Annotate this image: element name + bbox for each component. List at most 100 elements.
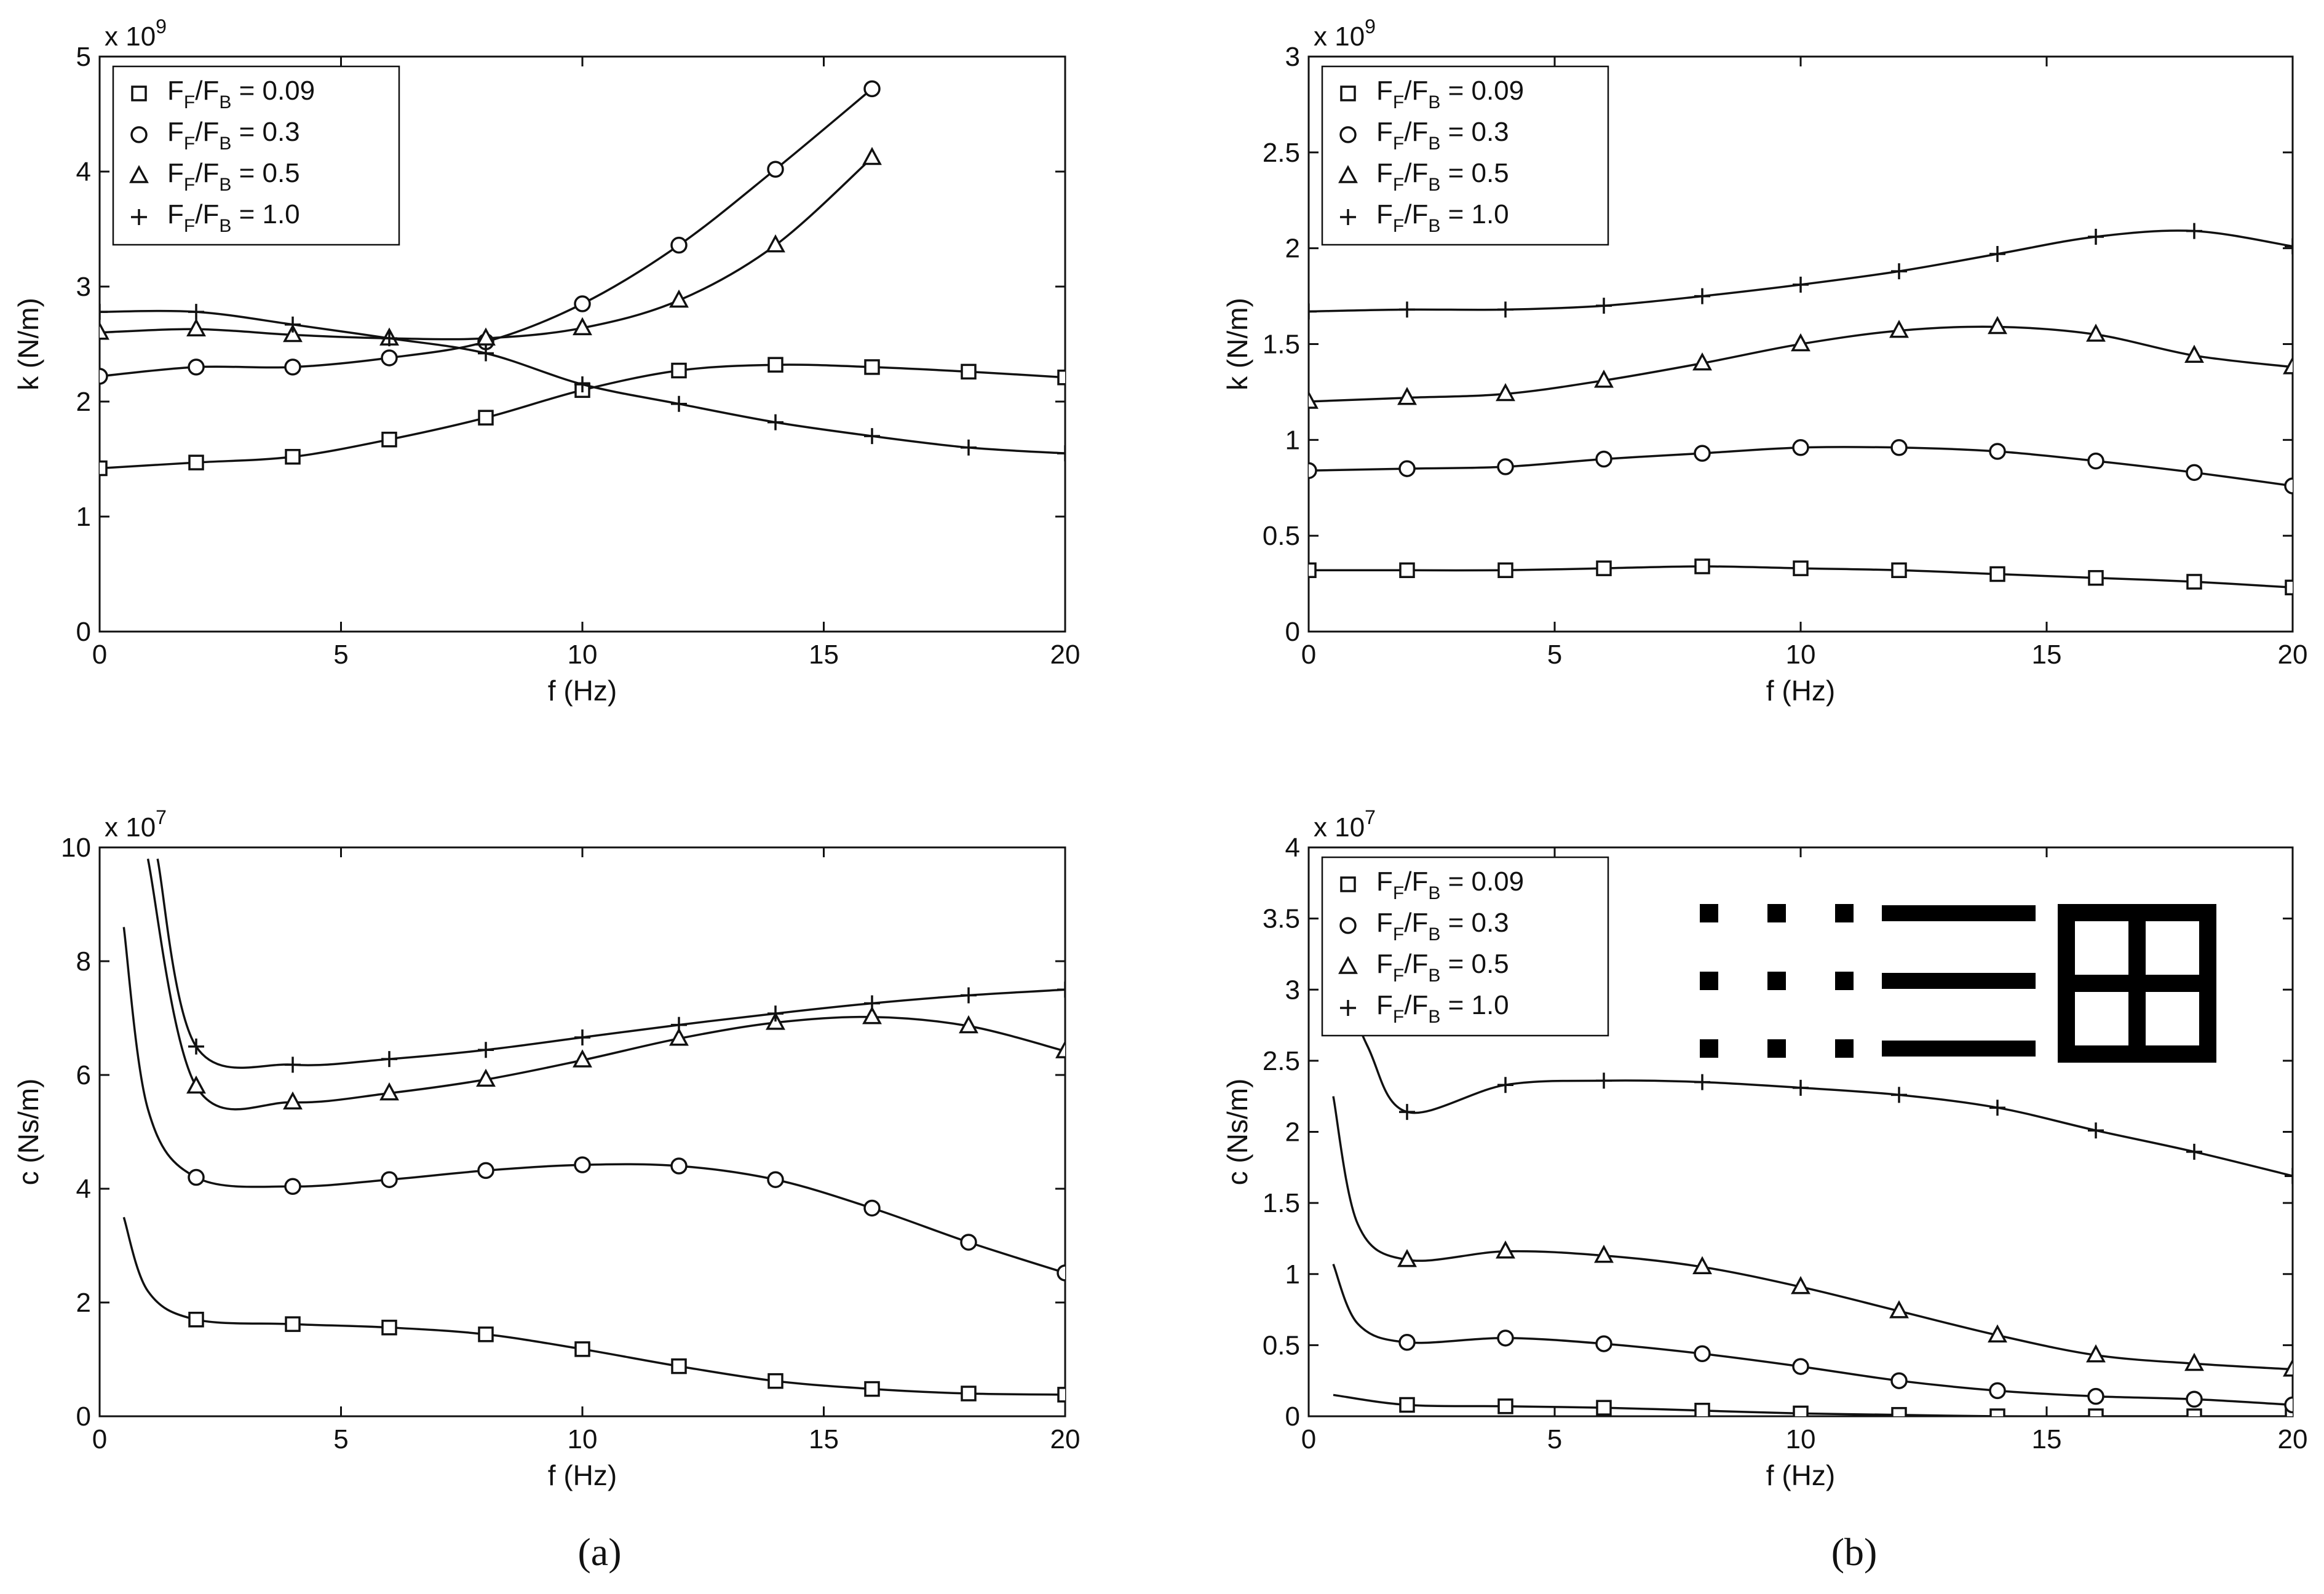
y-tick-label: 1.5: [1263, 1188, 1300, 1218]
y-tick-label: 0: [1285, 617, 1300, 647]
data-point-plus: [2285, 1168, 2293, 1184]
data-point-square: [1399, 562, 1415, 579]
data-point-circle: [1890, 1372, 1908, 1389]
data-point-circle: [2186, 1390, 2203, 1408]
data-point-triangle: [476, 327, 496, 346]
data-point-square: [1793, 560, 1809, 576]
data-point-plus: [478, 1042, 494, 1058]
data-point-triangle: [1309, 391, 1319, 409]
axis-exponent-label: x 109: [105, 15, 167, 52]
data-point-triangle: [669, 289, 689, 308]
data-point-triangle: [186, 318, 206, 336]
data-point-plus: [2186, 223, 2202, 239]
y-tick-label: 1.5: [1263, 330, 1300, 360]
data-point-square: [671, 362, 687, 379]
y-tick-label: 3: [76, 272, 91, 302]
y-tick-label: 2: [1285, 234, 1300, 264]
series-line-2: [1332, 1096, 2293, 1371]
data-point-circle: [1792, 1358, 1809, 1375]
data-point-square: [1057, 1387, 1065, 1403]
x-tick-label: 10: [1786, 1424, 1816, 1454]
y-axis-label: c (Ns/m): [12, 1079, 44, 1186]
data-point-square: [1891, 1406, 1907, 1416]
y-tick-label: 0: [1285, 1402, 1300, 1432]
series-line-3: [1332, 961, 2293, 1177]
data-point-plus: [1057, 981, 1065, 998]
x-tick-label: 20: [1050, 640, 1081, 670]
legend-marker-square: [131, 85, 147, 101]
y-tick-label: 0.5: [1263, 1330, 1300, 1360]
data-point-plus: [1694, 1074, 1710, 1090]
legend-label: FF/FB = 0.5: [1376, 949, 1509, 986]
data-point-circle: [2087, 452, 2104, 470]
data-point-circle: [2087, 1387, 2104, 1405]
data-point-circle: [767, 1171, 784, 1188]
data-point-circle: [1398, 460, 1416, 477]
data-point-square: [2088, 569, 2104, 586]
data-point-plus: [1497, 1077, 1513, 1093]
series-layer: [122, 858, 1065, 1403]
data-point-plus: [1891, 263, 1907, 280]
x-axis-label: f (Hz): [548, 1459, 617, 1491]
data-point-plus: [767, 1005, 783, 1022]
panel-label-a: (a): [577, 1530, 621, 1574]
data-point-plus: [188, 1038, 204, 1055]
data-point-plus: [574, 376, 590, 392]
data-point-triangle: [1791, 333, 1810, 352]
data-point-square: [1497, 562, 1513, 579]
data-point-circle: [284, 1178, 301, 1196]
data-point-triangle: [2086, 323, 2106, 342]
data-point-circle: [2284, 1396, 2293, 1414]
y-tick-label: 2: [1285, 1117, 1300, 1148]
x-tick-label: 5: [333, 1424, 348, 1454]
y-tick-label: 2: [76, 1288, 91, 1318]
y-tick-label: 8: [76, 946, 91, 977]
y-tick-label: 1: [76, 502, 91, 532]
data-point-square: [100, 460, 108, 477]
data-point-square: [2088, 1408, 2104, 1416]
data-point-triangle: [1496, 1240, 1515, 1259]
data-point-plus: [2186, 1143, 2202, 1160]
x-tick-label: 5: [333, 640, 348, 670]
data-point-plus: [864, 428, 880, 445]
data-point-triangle: [1889, 1300, 1909, 1318]
data-point-plus: [767, 414, 783, 430]
legend-label: FF/FB = 0.3: [1376, 117, 1509, 154]
y-tick-label: 5: [76, 42, 91, 72]
data-point-circle: [188, 359, 205, 376]
data-point-square: [1399, 1397, 1415, 1413]
legend-marker-triangle: [129, 165, 149, 183]
y-tick-label: 4: [1285, 833, 1300, 863]
data-point-circle: [2284, 477, 2293, 494]
data-point-triangle: [1692, 1256, 1712, 1274]
data-point-triangle: [476, 1068, 496, 1087]
x-tick-label: 15: [2032, 640, 2062, 670]
data-point-square: [767, 357, 783, 373]
data-point-square: [1989, 1408, 2005, 1416]
data-point-square: [2186, 574, 2202, 590]
data-point-circle: [1989, 443, 2006, 460]
series-line-2: [146, 858, 1065, 1111]
y-axis-label: k (N/m): [1221, 298, 1253, 391]
data-point-square: [961, 1386, 977, 1402]
x-tick-label: 5: [1547, 1424, 1562, 1454]
x-tick-label: 0: [92, 1424, 107, 1454]
legend-label: FF/FB = 0.09: [167, 76, 315, 113]
data-point-plus: [285, 316, 301, 333]
legend-label: FF/FB = 0.09: [1376, 76, 1524, 113]
legend-label: FF/FB = 1.0: [1376, 199, 1509, 236]
data-point-circle: [284, 359, 301, 376]
legend-frame: [112, 65, 400, 246]
legend-marker-circle: [1339, 126, 1357, 143]
data-point-square: [2285, 579, 2293, 596]
chart-a-bottom: 0 5 10 15 20 0 2 4 6 8 10 f (Hz) c (Ns/m) x 107: [12, 806, 1080, 1491]
data-point-triangle: [1988, 315, 2007, 335]
data-point-square: [767, 1373, 783, 1389]
data-point-square: [864, 1381, 880, 1397]
data-point-triangle: [1397, 387, 1417, 405]
series-layer: [1332, 961, 2293, 1416]
axis-exponent-label: x 109: [1314, 15, 1376, 52]
y-axis-label: c (Ns/m): [1221, 1079, 1253, 1186]
data-point-circle: [381, 1171, 398, 1188]
